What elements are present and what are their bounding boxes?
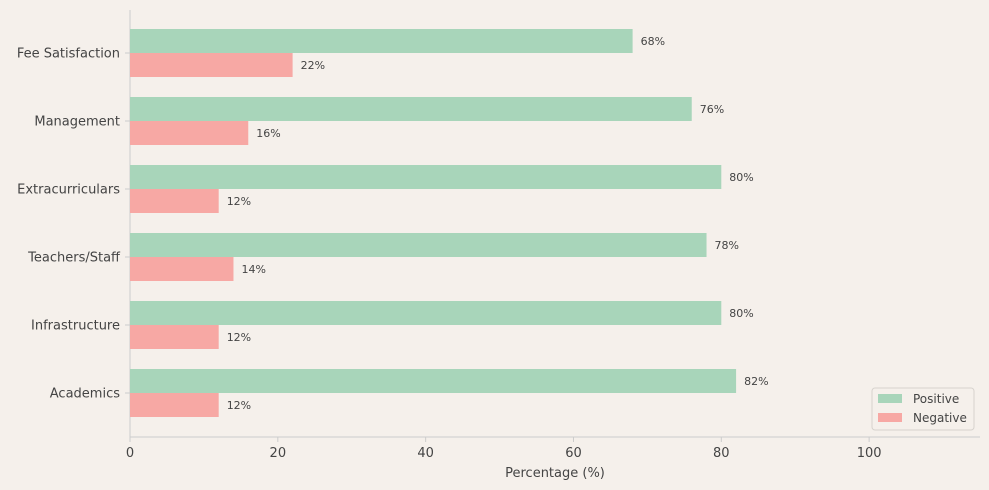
bar-negative-infrastructure [130,325,219,349]
legend: Positive Negative [871,387,975,431]
category-label-fee-satisfaction: Fee Satisfaction [17,47,120,62]
bar-negative-academics [130,393,219,417]
bar-positive-extracurriculars [130,165,722,189]
bar-positive-infrastructure [130,301,722,325]
category-label-management: Management [34,115,120,130]
category-label-teachers-staff: Teachers/Staff [27,251,121,266]
data-label-negative-fee-satisfaction: 22% [301,59,325,72]
data-label-negative-academics: 12% [227,399,251,412]
bar-positive-teachers-staff [130,233,707,257]
x-ticks: 0 20 40 60 80 100 [126,437,882,461]
bar-positive-management [130,97,692,121]
category-label-infrastructure: Infrastructure [31,319,120,334]
bars-group: 82% 12% 80% 12% 78% 14% 80% 12% 76% 16% 68% 22% [130,29,769,417]
x-tick-label-0: 0 [126,446,134,461]
bar-negative-teachers-staff [130,257,234,281]
x-tick-label-60: 60 [565,446,582,461]
legend-label-negative: Negative [913,411,967,425]
category-label-extracurriculars: Extracurriculars [17,183,120,198]
bar-positive-academics [130,369,737,393]
data-label-positive-teachers-staff: 78% [715,239,739,252]
category-labels: Academics Infrastructure Teachers/Staff Ext… [17,47,130,402]
x-axis-title: Percentage (%) [505,466,605,481]
legend-swatch-negative [878,413,902,422]
bar-negative-extracurriculars [130,189,219,213]
bar-negative-fee-satisfaction [130,53,293,77]
x-tick-label-100: 100 [857,446,882,461]
data-label-positive-infrastructure: 80% [729,307,753,320]
x-tick-label-40: 40 [417,446,434,461]
legend-swatch-positive [878,394,902,403]
legend-label-positive: Positive [913,392,959,406]
data-label-positive-management: 76% [700,103,724,116]
data-label-negative-extracurriculars: 12% [227,195,251,208]
bar-positive-fee-satisfaction [130,29,633,53]
x-tick-label-20: 20 [270,446,287,461]
x-tick-label-80: 80 [713,446,730,461]
data-label-positive-extracurriculars: 80% [729,171,753,184]
data-label-negative-infrastructure: 12% [227,331,251,344]
data-label-negative-management: 16% [256,127,280,140]
bar-negative-management [130,121,249,145]
data-label-positive-fee-satisfaction: 68% [641,35,665,48]
category-label-academics: Academics [50,387,120,402]
data-label-negative-teachers-staff: 14% [241,263,265,276]
data-label-positive-academics: 82% [744,375,768,388]
